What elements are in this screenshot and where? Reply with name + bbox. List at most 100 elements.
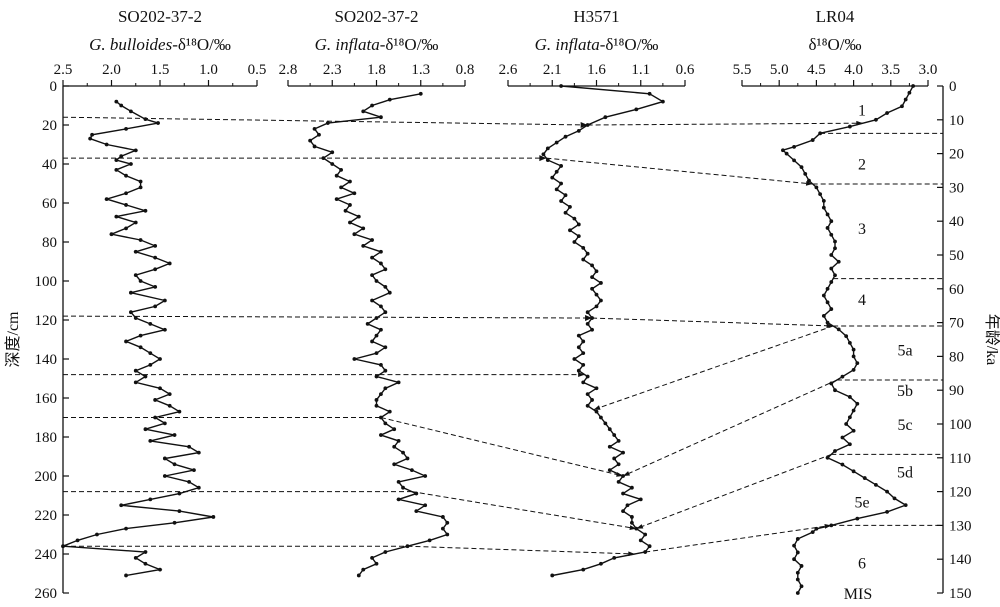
x-tick-label: 0.8 [456,62,475,78]
panel-subtitle: G. inflata-δ¹⁸O/‰ [315,35,439,54]
data-point [550,175,555,180]
data-point [374,374,379,379]
data-point [374,316,379,320]
data-point [114,167,119,172]
age-tick-label: 90 [949,383,964,399]
data-point [590,286,594,291]
data-point [568,205,572,209]
data-point [638,497,643,502]
data-point [167,261,172,266]
data-point [410,468,414,473]
data-point [892,496,897,501]
mis-label: MIS [844,586,872,603]
mis-label: 2 [858,157,866,174]
arrow-head [580,122,588,128]
data-point [851,408,856,413]
arrow-head [826,323,834,329]
data-point [365,322,370,326]
data-point [383,550,388,554]
data-point [370,339,374,344]
data-point [172,462,177,467]
data-point [129,290,133,295]
data-point [383,310,388,315]
tie-line-age [645,524,832,553]
data-point [379,115,383,120]
data-point [114,158,119,163]
data-point [818,131,823,136]
data-point [167,392,172,396]
data-point [829,266,834,271]
data-point [148,439,153,443]
data-point [825,300,830,305]
data-point [855,361,860,366]
data-point [445,520,450,525]
panel-subtitle: δ¹⁸O/‰ [808,35,861,54]
data-point [427,538,432,543]
data-point [124,191,128,196]
data-point [172,433,177,437]
data-point [374,398,379,402]
data-point [187,479,192,484]
data-point [833,246,837,251]
data-point [840,435,845,440]
data-point [821,293,826,298]
x-tick-label: 2.5 [54,62,73,78]
data-point [114,99,119,104]
data-point [396,497,401,502]
mis-label: 6 [858,556,866,573]
data-point [339,167,343,172]
data-point [885,509,889,514]
depth-tick-label: 180 [35,430,58,446]
data-point [418,91,423,96]
depth-tick-label: 240 [35,547,58,563]
data-point [911,84,916,88]
age-tick-label: 120 [949,485,972,501]
panel-title: SO202-37-2 [334,7,418,26]
depth-tick-label: 60 [42,196,57,212]
tie-line-slant [411,491,637,530]
data-point [440,515,445,519]
data-point [590,263,594,268]
data-point [361,244,366,248]
data-point [803,171,808,176]
data-point [795,570,800,575]
data-point [352,232,357,237]
data-point [104,197,109,202]
data-point [133,316,138,320]
data-point [581,362,586,367]
data-point [647,91,652,96]
data-point [825,320,830,325]
data-point [576,222,581,227]
data-point [795,591,800,595]
panel-subtitle: G. bulloides-δ¹⁸O/‰ [89,35,231,54]
data-point [847,442,852,447]
data-point [585,374,590,379]
x-tick-label: 4.5 [807,62,826,78]
data-point [545,158,550,163]
data-point [599,298,603,303]
panel-title: H3571 [573,7,619,26]
data-point [585,403,590,408]
depth-tick-label: 40 [42,157,57,173]
data-point [133,368,138,373]
data-point [162,474,167,478]
data-point [903,503,908,508]
data-point [833,273,837,278]
data-point [379,249,383,254]
data-point [581,351,586,356]
data-point [814,185,819,190]
data-point [133,220,138,225]
data-point [829,381,834,386]
data-point [361,109,366,114]
age-tick-label: 110 [949,451,971,467]
data-point [576,368,581,373]
data-point [133,249,138,254]
data-point [563,193,568,198]
data-point [177,509,182,513]
data-point [317,132,321,137]
data-point [334,197,339,202]
data-point [383,267,388,272]
data-point [114,214,119,219]
axes: 2.5 2.0 1.5 1.0 0.5 2.8 2.3 1.8 1.3 0.8 2.6 2.1 1.6 1… [4,62,1000,602]
data-point [563,134,568,139]
